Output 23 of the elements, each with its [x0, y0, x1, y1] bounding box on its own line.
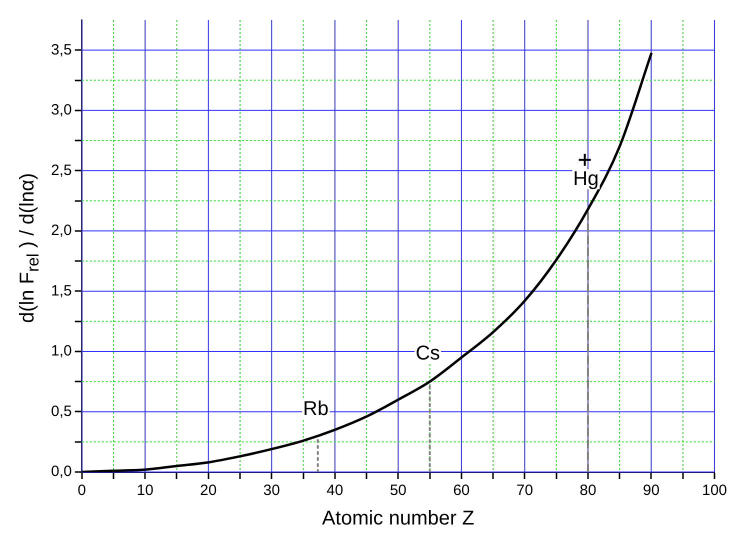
- x-tick-label: 50: [390, 482, 407, 500]
- x-tick-label: 40: [326, 482, 344, 500]
- x-tick-label: 10: [136, 482, 154, 500]
- x-tick-label: 70: [516, 482, 534, 500]
- x-tick-label: 100: [702, 482, 727, 500]
- x-tick-label: 80: [580, 482, 596, 500]
- x-tick-label: 30: [263, 482, 280, 500]
- x-tick-label: 90: [642, 482, 660, 500]
- annotation: Cs: [416, 342, 440, 365]
- y-tick-label: 2,0: [50, 222, 72, 240]
- x-tick-label: 0: [78, 482, 86, 500]
- annotation: Rb: [303, 398, 329, 420]
- y-tick-label: 0,0: [50, 463, 72, 480]
- y-tick-label: 2,5: [50, 162, 72, 179]
- y-tick-label: 0,5: [50, 402, 72, 420]
- y-tick-label: 1,0: [50, 342, 72, 360]
- annotation: Hg: [573, 168, 599, 190]
- y-tick-label: 3,0: [50, 102, 72, 119]
- x-axis-title: Atomic number Z: [322, 508, 474, 530]
- x-tick-label: 60: [453, 482, 470, 500]
- y-tick-label: 1,5: [50, 282, 72, 300]
- x-tick-label: 20: [200, 482, 217, 500]
- y-tick-label: 3,5: [50, 41, 72, 58]
